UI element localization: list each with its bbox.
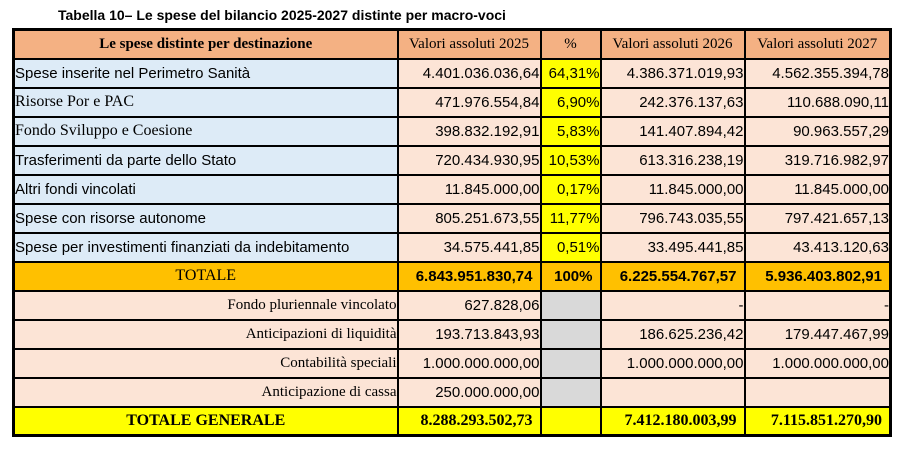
value-2027: 90.963.557,29 [743, 115, 892, 147]
table-row: Fondo pluriennale vincolato 627.828,06 -… [12, 289, 892, 321]
table-row: Spese per investimenti finanziati da ind… [12, 231, 892, 263]
header-percent: % [539, 28, 602, 60]
totale-label: TOTALE [12, 260, 399, 292]
table-row: Altri fondi vincolati 11.845.000,00 0,17… [12, 173, 892, 205]
row-label: Anticipazione di cassa [12, 376, 399, 408]
totale-generale-2027: 7.115.851.270,90 [743, 405, 892, 437]
value-2027: 43.413.120,63 [743, 231, 892, 263]
table-row: Risorse Por e PAC 471.976.554,84 6,90% 2… [12, 86, 892, 118]
row-label: Spese con risorse autonome [12, 202, 399, 234]
value-2027: 319.716.982,97 [743, 144, 892, 176]
header-valori-2026: Valori assoluti 2026 [599, 28, 746, 60]
value-2026: 33.495.441,85 [599, 231, 746, 263]
percent-value: 64,31% [539, 57, 602, 89]
header-destinazione: Le spese distinte per destinazione [12, 28, 399, 60]
value-2025: 627.828,06 [396, 289, 542, 321]
value-2027: 179.447.467,99 [743, 318, 892, 350]
percent-value: 5,83% [539, 115, 602, 147]
table-row: Anticipazioni di liquidità 193.713.843,9… [12, 318, 892, 350]
value-2026: - [599, 289, 746, 321]
value-2027: 797.421.657,13 [743, 202, 892, 234]
totale-2026: 6.225.554.767,57 [599, 260, 746, 292]
row-label: Anticipazioni di liquidità [12, 318, 399, 350]
percent-empty-cell [539, 376, 602, 408]
value-2027: 4.562.355.394,78 [743, 57, 892, 89]
totale-2027: 5.936.403.802,91 [743, 260, 892, 292]
row-label: Altri fondi vincolati [12, 173, 399, 205]
percent-empty-cell [539, 289, 602, 321]
value-2026: 141.407.894,42 [599, 115, 746, 147]
totale-generale-row: TOTALE GENERALE 8.288.293.502,73 7.412.1… [12, 405, 892, 437]
value-2025: 193.713.843,93 [396, 318, 542, 350]
table-row: Anticipazione di cassa 250.000.000,00 [12, 376, 892, 408]
percent-value: 6,90% [539, 86, 602, 118]
totale-percent: 100% [539, 260, 602, 292]
row-label: Fondo pluriennale vincolato [12, 289, 399, 321]
totale-generale-2025: 8.288.293.502,73 [396, 405, 542, 437]
value-2027: 1.000.000.000,00 [743, 347, 892, 379]
header-valori-2025: Valori assoluti 2025 [396, 28, 542, 60]
value-2026 [599, 376, 746, 408]
value-2025: 34.575.441,85 [396, 231, 542, 263]
value-2027: 110.688.090,11 [743, 86, 892, 118]
row-label: Contabilità speciali [12, 347, 399, 379]
percent-empty-cell [539, 347, 602, 379]
header-row: Le spese distinte per destinazione Valor… [12, 28, 892, 60]
value-2026: 186.625.236,42 [599, 318, 746, 350]
header-valori-2027: Valori assoluti 2027 [743, 28, 892, 60]
value-2025: 720.434.930,95 [396, 144, 542, 176]
row-label: Spese per investimenti finanziati da ind… [12, 231, 399, 263]
percent-value: 11,77% [539, 202, 602, 234]
percent-empty-cell [539, 318, 602, 350]
table-row: Fondo Sviluppo e Coesione 398.832.192,91… [12, 115, 892, 147]
value-2026: 4.386.371.019,93 [599, 57, 746, 89]
value-2025: 250.000.000,00 [396, 376, 542, 408]
value-2025: 471.976.554,84 [396, 86, 542, 118]
percent-value: 0,17% [539, 173, 602, 205]
percent-value: 10,53% [539, 144, 602, 176]
budget-table: Le spese distinte per destinazione Valor… [12, 28, 892, 437]
value-2027: 11.845.000,00 [743, 173, 892, 205]
table-row: Trasferimenti da parte dello Stato 720.4… [12, 144, 892, 176]
totale-row: TOTALE 6.843.951.830,74 100% 6.225.554.7… [12, 260, 892, 292]
value-2026: 796.743.035,55 [599, 202, 746, 234]
table-row: Spese inserite nel Perimetro Sanità 4.40… [12, 57, 892, 89]
table-row: Contabilità speciali 1.000.000.000,00 1.… [12, 347, 892, 379]
totale-generale-percent [539, 405, 602, 437]
value-2026: 1.000.000.000,00 [599, 347, 746, 379]
value-2027 [743, 376, 892, 408]
value-2026: 11.845.000,00 [599, 173, 746, 205]
value-2027: - [743, 289, 892, 321]
row-label: Trasferimenti da parte dello Stato [12, 144, 399, 176]
value-2026: 242.376.137,63 [599, 86, 746, 118]
row-label: Fondo Sviluppo e Coesione [12, 115, 399, 147]
value-2025: 805.251.673,55 [396, 202, 542, 234]
table-title: Tabella 10– Le spese del bilancio 2025-2… [58, 7, 506, 23]
totale-2025: 6.843.951.830,74 [396, 260, 542, 292]
value-2026: 613.316.238,19 [599, 144, 746, 176]
row-label: Risorse Por e PAC [12, 86, 399, 118]
value-2025: 398.832.192,91 [396, 115, 542, 147]
row-label: Spese inserite nel Perimetro Sanità [12, 57, 399, 89]
totale-generale-2026: 7.412.180.003,99 [599, 405, 746, 437]
value-2025: 11.845.000,00 [396, 173, 542, 205]
value-2025: 1.000.000.000,00 [396, 347, 542, 379]
totale-generale-label: TOTALE GENERALE [12, 405, 399, 437]
value-2025: 4.401.036.036,64 [396, 57, 542, 89]
table-row: Spese con risorse autonome 805.251.673,5… [12, 202, 892, 234]
percent-value: 0,51% [539, 231, 602, 263]
